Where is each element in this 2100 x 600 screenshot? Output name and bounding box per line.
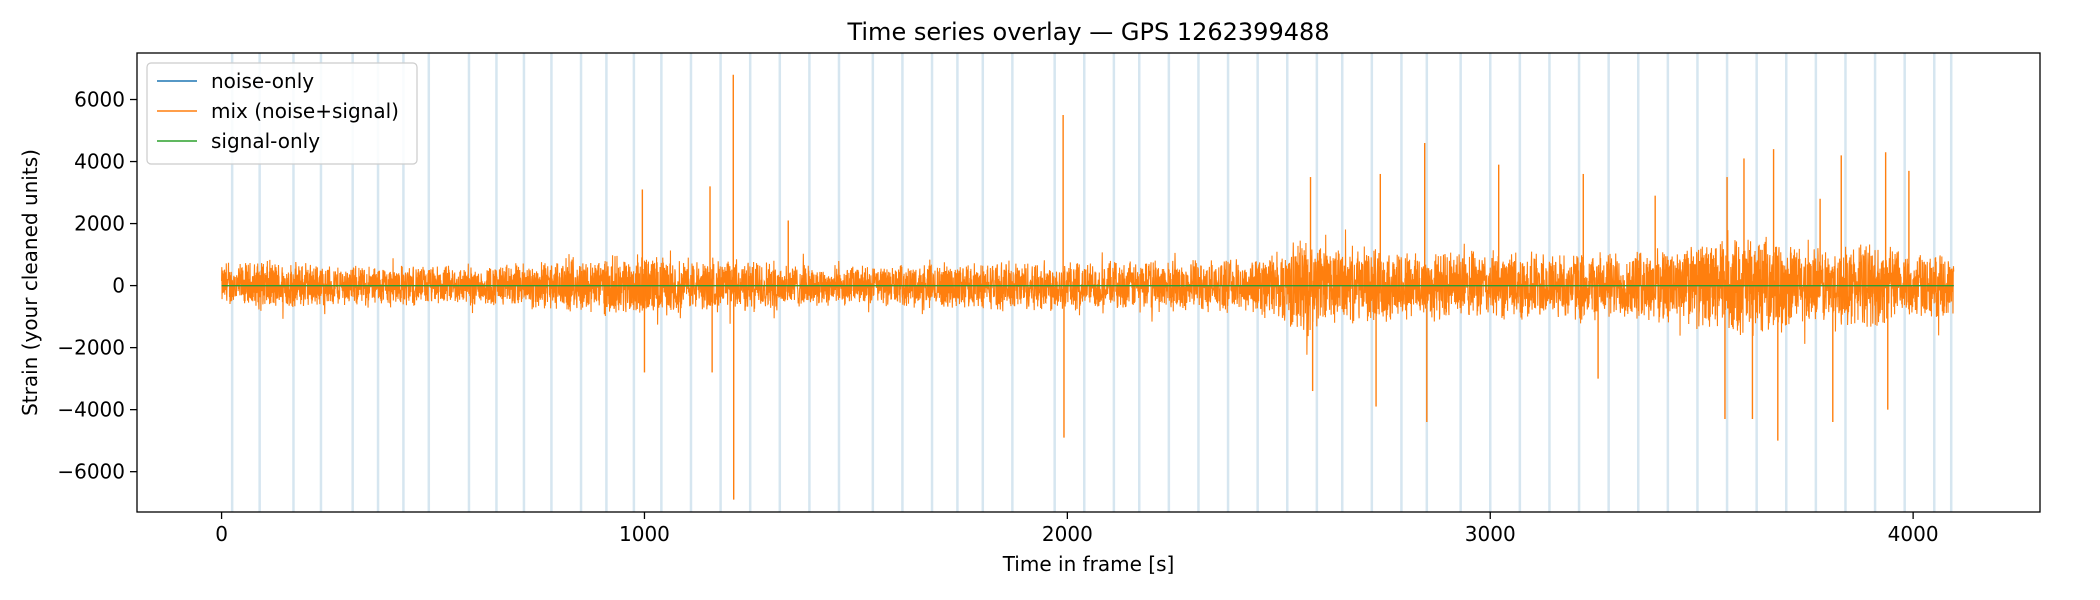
y-tick-label: 4000: [74, 150, 125, 174]
y-tick-label: −2000: [57, 336, 125, 360]
x-tick-label: 3000: [1465, 522, 1516, 546]
y-axis-ticks: −6000 −4000 −2000 0 2000 4000 6000: [57, 88, 137, 484]
y-tick-label: −6000: [57, 460, 125, 484]
chart-title: Time series overlay — GPS 1262399488: [846, 18, 1329, 46]
legend-label: mix (noise+signal): [211, 99, 399, 123]
axes-frame: [136, 52, 2041, 513]
y-axis-label: Strain (your cleaned units): [18, 149, 42, 416]
x-axis-label: Time in frame [s]: [1002, 552, 1175, 576]
y-tick-label: 2000: [74, 212, 125, 236]
plot-lines: [221, 74, 1955, 500]
legend-label: noise-only: [211, 69, 314, 93]
x-tick-label: 1000: [619, 522, 670, 546]
x-axis-ticks: 0 1000 2000 3000 4000: [215, 512, 1939, 546]
legend: noise-only mix (noise+signal) signal-only: [146, 62, 418, 165]
y-tick-label: 0: [112, 274, 125, 298]
legend-label: signal-only: [211, 129, 320, 153]
mix-series-line: [221, 229, 1955, 355]
y-tick-label: −4000: [57, 398, 125, 422]
y-tick-label: 6000: [74, 88, 125, 112]
x-tick-label: 4000: [1888, 522, 1939, 546]
x-tick-label: 2000: [1042, 522, 1093, 546]
legend-box: [146, 62, 418, 165]
x-tick-label: 0: [215, 522, 228, 546]
